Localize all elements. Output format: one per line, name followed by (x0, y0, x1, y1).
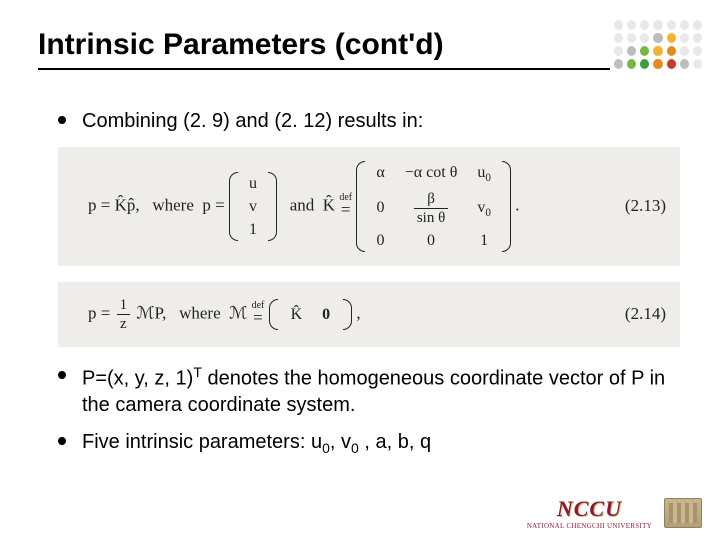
vector-p: u v 1 (229, 172, 277, 242)
fraction: 1 z (117, 296, 131, 333)
bullet-icon (58, 371, 66, 379)
university-crest-icon (664, 498, 702, 528)
eq-text: p = (88, 303, 115, 322)
equation-number: (2.13) (625, 196, 666, 216)
def-equals: def = (339, 192, 352, 220)
matrix-M: K̂ 0 (269, 299, 353, 330)
bullet-item: Combining (2. 9) and (2. 12) results in: (58, 108, 680, 135)
eq-text: . (515, 195, 519, 214)
title-container: Intrinsic Parameters (cont'd) (38, 28, 610, 70)
matrix-K: α −α cot θ u0 0 βsin θ v0 0 0 1 (356, 161, 511, 252)
slide-body: Combining (2. 9) and (2. 12) results in:… (58, 108, 680, 468)
equation-2-14: p = 1 z ℳP, where ℳ def = K̂ 0 , (2.14) (58, 282, 680, 347)
eq-text: p = K̂p̂, where p = (88, 195, 229, 214)
equation-number: (2.14) (625, 304, 666, 324)
eq-text: , (356, 303, 360, 322)
bullet-item: P=(x, y, z, 1)T denotes the homogeneous … (58, 363, 680, 420)
bullet-text: P=(x, y, z, 1)T denotes the homogeneous … (82, 363, 680, 420)
equation-2-13: p = K̂p̂, where p = u v 1 and K̂ def = α… (58, 147, 680, 266)
bullet-item: Five intrinsic parameters: u0, v0 , a, b… (58, 429, 680, 458)
bullet-icon (58, 116, 66, 124)
bullet-text: Five intrinsic parameters: u0, v0 , a, b… (82, 429, 431, 458)
def-equals: def = (252, 300, 265, 328)
eq-text: ℳP, where ℳ (136, 303, 251, 322)
decorative-dot-grid (614, 20, 702, 82)
eq-text: and K̂ (281, 195, 339, 214)
bullet-icon (58, 437, 66, 445)
bullet-text: Combining (2. 9) and (2. 12) results in: (82, 108, 423, 135)
slide-title: Intrinsic Parameters (cont'd) (38, 28, 610, 62)
footer-logo: NCCU NATIONAL CHENGCHI UNIVERSITY (527, 496, 702, 530)
nccu-logo: NCCU NATIONAL CHENGCHI UNIVERSITY (527, 496, 652, 530)
